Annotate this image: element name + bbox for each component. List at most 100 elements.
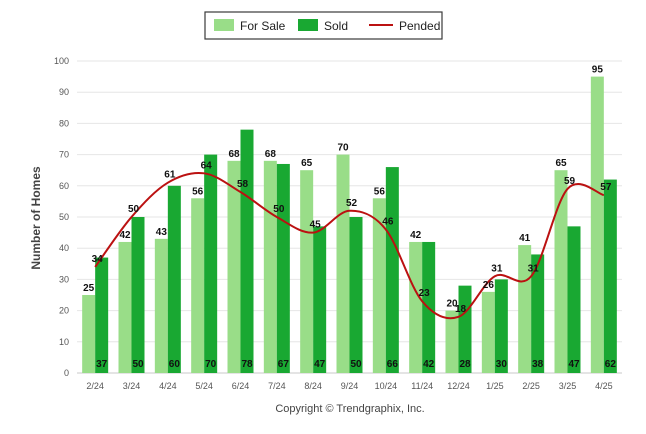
x-axis-ticks: 2/24 3/24 4/24 5/24 6/24 7/24 8/24 9/24 10/24 11/… <box>86 381 612 391</box>
legend: For Sale Sold Pended <box>204 11 443 40</box>
x-tick-label: 10/24 <box>375 381 398 391</box>
label-pended: 57 <box>600 182 612 193</box>
bar-for-sale <box>154 238 168 373</box>
label-pended: 31 <box>491 263 503 274</box>
bar-sold <box>385 167 399 373</box>
bar-for-sale <box>82 295 96 373</box>
x-tick-label: 5/24 <box>195 381 213 391</box>
y-tick-label: 90 <box>59 87 69 97</box>
bar-sold <box>276 163 290 373</box>
x-tick-label: 1/25 <box>486 381 504 391</box>
y-tick-label: 70 <box>59 150 69 160</box>
bar-for-sale <box>227 160 241 373</box>
label-pended: 50 <box>273 204 285 215</box>
x-tick-label: 7/24 <box>268 381 286 391</box>
label-for-sale: 65 <box>555 158 567 169</box>
bar-for-sale <box>372 198 386 373</box>
bar-sold <box>494 279 508 373</box>
label-for-sale: 42 <box>410 230 422 241</box>
x-tick-label: 4/25 <box>595 381 613 391</box>
bar-sold <box>603 179 617 373</box>
label-sold: 70 <box>205 359 217 370</box>
x-tick-label: 11/24 <box>411 381 433 391</box>
label-for-sale: 70 <box>337 143 349 154</box>
label-for-sale: 25 <box>83 283 95 294</box>
label-pended: 61 <box>164 170 176 181</box>
label-sold: 38 <box>532 359 544 370</box>
bar-for-sale <box>263 160 277 373</box>
x-tick-label: 6/24 <box>232 381 250 391</box>
x-tick-label: 9/24 <box>341 381 359 391</box>
bar-for-sale <box>481 291 495 373</box>
legend-label: Pended <box>399 19 440 33</box>
label-for-sale: 26 <box>483 280 495 291</box>
pended-line <box>94 171 605 320</box>
y-tick-label: 30 <box>59 274 69 284</box>
bar-sold <box>531 254 545 373</box>
label-pended: 59 <box>564 176 576 187</box>
legend-label: For Sale <box>240 19 286 33</box>
bar-sold <box>95 257 109 373</box>
x-tick-label: 2/24 <box>86 381 104 391</box>
bar-for-sale <box>554 170 568 373</box>
label-pended: 34 <box>92 254 104 265</box>
bar-for-sale <box>191 198 205 373</box>
label-sold: 66 <box>387 359 399 370</box>
label-sold: 50 <box>350 359 362 370</box>
x-tick-label: 3/24 <box>123 381 141 391</box>
bar-sold <box>567 226 581 373</box>
bar-for-sale <box>409 241 423 373</box>
bar-for-sale <box>590 76 604 373</box>
bar-for-sale <box>300 170 314 373</box>
bar-sold <box>167 185 181 373</box>
bar-for-sale <box>445 310 459 373</box>
label-sold: 60 <box>169 359 181 370</box>
x-tick-label: 4/24 <box>159 381 177 391</box>
legend-label: Sold <box>324 19 348 33</box>
label-sold: 37 <box>96 359 108 370</box>
pended-line-path <box>94 171 605 320</box>
bar-for-sale <box>118 241 132 373</box>
y-tick-label: 60 <box>59 181 69 191</box>
label-sold: 42 <box>423 359 435 370</box>
y-tick-label: 40 <box>59 243 69 253</box>
bar-sold <box>131 217 145 373</box>
label-sold: 47 <box>568 359 580 370</box>
legend-box <box>204 11 443 40</box>
bar-for-sale <box>518 245 532 373</box>
label-pended: 23 <box>419 288 431 299</box>
label-sold: 50 <box>132 359 144 370</box>
label-for-sale: 41 <box>519 233 531 244</box>
label-sold: 30 <box>496 359 508 370</box>
label-pended: 46 <box>382 216 394 227</box>
x-tick-label: 8/24 <box>304 381 322 391</box>
data-labels: 25 37 42 50 43 60 56 70 68 78 68 67 65 47 70 50 56 66 42 42… <box>83 65 616 370</box>
label-for-sale: 43 <box>156 227 168 238</box>
label-pended: 64 <box>201 160 213 171</box>
label-for-sale: 65 <box>301 158 313 169</box>
label-for-sale: 42 <box>119 230 131 241</box>
label-for-sale: 56 <box>374 186 386 197</box>
y-tick-label: 100 <box>54 56 69 66</box>
y-axis-ticks: 0 10 20 30 40 50 60 70 80 90 100 <box>54 56 69 378</box>
x-tick-label: 2/25 <box>522 381 540 391</box>
y-tick-label: 10 <box>59 337 69 347</box>
y-axis-label: Number of Homes <box>29 166 43 270</box>
label-pended: 52 <box>346 198 358 209</box>
bars <box>82 76 617 373</box>
label-pended: 45 <box>310 220 322 231</box>
label-sold: 47 <box>314 359 326 370</box>
label-pended: 58 <box>237 179 249 190</box>
label-for-sale: 20 <box>446 299 458 310</box>
label-sold: 67 <box>278 359 290 370</box>
label-sold: 28 <box>459 359 471 370</box>
x-tick-label: 12/24 <box>447 381 470 391</box>
label-pended: 18 <box>455 304 467 315</box>
legend-swatch <box>214 19 234 31</box>
label-sold: 62 <box>605 359 617 370</box>
y-tick-label: 80 <box>59 118 69 128</box>
label-pended: 31 <box>528 263 540 274</box>
x-tick-label: 3/25 <box>559 381 577 391</box>
label-for-sale: 68 <box>228 149 240 160</box>
